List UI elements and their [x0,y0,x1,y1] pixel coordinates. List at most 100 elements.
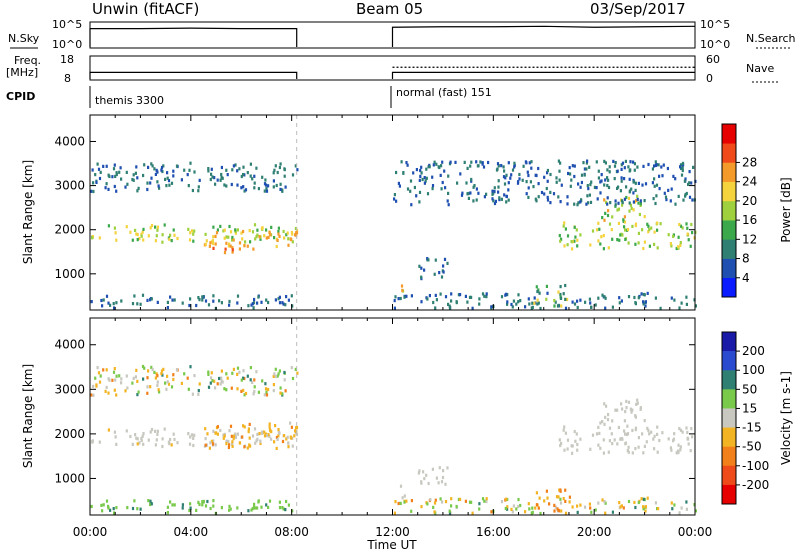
echo-cell [420,480,423,484]
echo-cell [156,429,159,433]
echo-cell [566,447,569,451]
echo-cell [283,378,286,382]
echo-cell [221,176,224,180]
echo-cell [210,240,213,244]
echo-cell [621,200,624,205]
echo-cell [232,238,235,242]
freq-label-line2: [MHz] [6,66,38,79]
echo-cell [209,241,212,245]
echo-cell [531,305,534,309]
echo-cell [187,227,190,231]
echo-cell [125,170,128,174]
echo-cell [246,171,249,175]
echo-cell [252,247,255,251]
echo-cell [521,178,524,182]
echo-cell [478,297,481,301]
echo-cell [225,439,228,443]
echo-cell [568,500,571,504]
echo-cell [279,386,282,390]
echo-cell [470,500,473,504]
echo-cell [589,200,593,204]
echo-cell [90,300,93,304]
echo-cell [637,500,640,505]
echo-cell [165,184,168,188]
echo-cell [549,201,552,205]
echo-cell [559,497,562,501]
echo-cell [614,199,617,203]
echo-cell [679,445,682,449]
echo-cell [671,507,674,511]
echo-cell [500,295,504,299]
echo-cell [506,300,509,304]
echo-cell [265,228,268,232]
echo-cell [156,228,159,232]
echo-cell [536,289,539,294]
echo-cell [554,300,557,304]
cpid-mode-2: normal (fast) 151 [396,86,492,99]
echo-cell [654,160,657,164]
echo-cell [265,236,268,240]
echo-cell [423,268,426,272]
echo-cell [629,407,632,411]
echo-cell [559,296,563,300]
echo-cell [659,222,662,226]
echo-cell [170,443,173,447]
echo-cell [589,301,592,305]
echo-cell [240,389,243,393]
echo-cell [228,429,231,433]
echo-cell [510,173,513,177]
echo-cell [440,187,443,191]
echo-cell [212,241,215,246]
echo-cell [503,193,506,197]
echo-cell [467,196,470,200]
echo-cell [290,230,293,235]
echo-cell [563,221,566,225]
echo-cell [238,241,242,245]
echo-cell [232,367,235,371]
echo-cell [151,367,154,372]
echo-cell [599,446,602,450]
echo-cell [249,240,252,244]
echo-cell [539,511,542,516]
echo-cell [437,481,440,485]
echo-cell [264,178,267,182]
echo-cell [140,232,143,236]
echo-cell [497,164,500,168]
echo-cell [255,166,258,170]
echo-cell [112,302,115,306]
echo-cell [166,171,169,175]
echo-cell [564,297,567,301]
echo-cell [291,509,294,513]
echo-cell [150,365,153,369]
echo-cell [231,235,234,240]
echo-cell [275,446,278,450]
echo-cell [275,244,278,249]
echo-cell [256,506,259,510]
echo-cell [212,429,215,433]
echo-cell [535,503,538,507]
echo-cell [519,503,522,508]
echo-cell [114,435,117,439]
echo-cell [216,432,219,436]
echo-cell [151,164,154,168]
echo-cell [272,383,275,387]
echo-cell [679,241,682,245]
echo-cell [104,389,107,393]
echo-cell [168,442,171,446]
echo-cell [518,172,521,177]
echo-cell [603,422,606,426]
echo-cell [92,181,95,185]
echo-cell [483,499,486,503]
echo-cell [212,504,215,508]
echo-cell [290,294,293,298]
echo-cell [597,443,600,447]
echo-cell [253,378,256,382]
echo-cell [192,239,195,243]
echo-cell [585,161,588,165]
echo-cell [405,161,408,165]
echo-cell [154,239,157,243]
echo-cell [101,509,104,513]
nsky-panel: N.Sky 10^5 10^0 10^5 10^0 N.Search [8,18,796,51]
echo-cell [425,473,428,477]
echo-cell [166,176,169,180]
